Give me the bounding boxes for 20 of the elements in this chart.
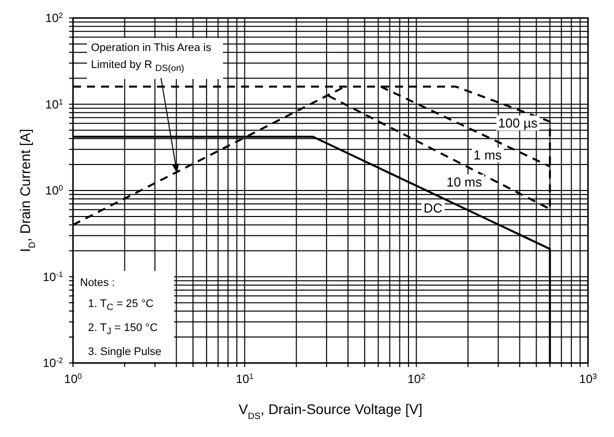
y-tick-label: 10$^{1}$ xyxy=(45,96,63,112)
y-tick-label: 10$^{2}$ xyxy=(45,10,63,25)
annotation: Operation in This Area is Limited by R $_{DS(on)}$ xyxy=(91,42,212,74)
series-label: DC xyxy=(422,200,444,216)
series-label: 10 ms xyxy=(444,174,484,190)
y-tick-label: 10$^{-2}$ xyxy=(42,356,63,370)
x-tick-label: 10$^{0}$ xyxy=(64,372,83,386)
annotation: Notes : xyxy=(80,277,115,289)
series-label: 100 µs xyxy=(496,115,540,130)
annotation: 1. T$_{C}$ = 25 °C xyxy=(88,298,154,312)
series-label: 1 ms xyxy=(471,147,504,162)
x-axis-title: V$_{DS}$, Drain-Source Voltage [V] xyxy=(238,401,422,421)
annotation: 2. T$_{J}$ = 150 °C xyxy=(88,322,158,336)
x-tick-label: 10$^{2}$ xyxy=(407,372,426,386)
x-tick-label: 10$^{1}$ xyxy=(236,372,254,386)
y-tick-label: 10$^{-1}$ xyxy=(42,269,63,284)
x-tick-label: 10$^{3}$ xyxy=(579,372,597,386)
y-tick-label: 10$^{0}$ xyxy=(45,183,64,198)
text-box: Operation in This Area is Limited by R $_{DS(on)}$ xyxy=(87,38,223,80)
annotation: 3. Single Pulse xyxy=(88,346,162,358)
